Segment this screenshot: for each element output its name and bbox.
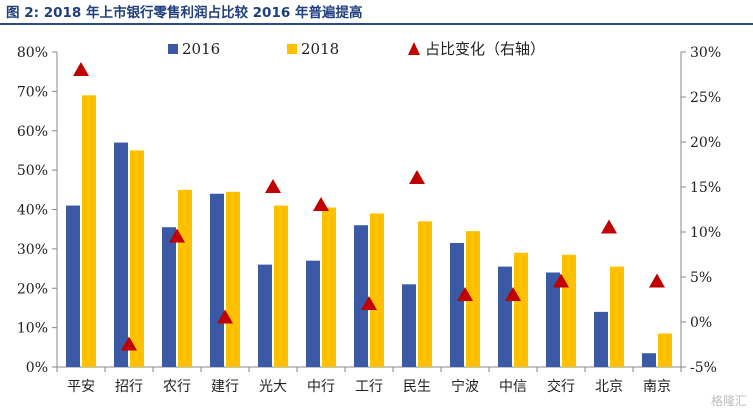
- bar-2016: [66, 205, 80, 367]
- change-marker: [457, 287, 473, 301]
- category-label: 交行: [547, 378, 575, 395]
- legend-swatch-2016: [168, 44, 178, 54]
- y-left-tick-label: 10%: [17, 321, 48, 337]
- bar-2016: [546, 272, 560, 367]
- bar-2016: [114, 142, 128, 367]
- change-marker: [361, 296, 377, 310]
- watermark: 格隆汇: [710, 394, 747, 408]
- bar-2016: [354, 225, 368, 367]
- legend-swatch-2018: [287, 44, 297, 54]
- change-marker: [649, 273, 665, 288]
- y-left-tick-label: 30%: [17, 242, 48, 258]
- bar-2018: [418, 221, 432, 367]
- bar-2018: [178, 189, 192, 367]
- change-marker: [169, 228, 185, 243]
- change-marker: [553, 273, 569, 288]
- legend-label-2016: 2016: [182, 40, 220, 58]
- y-right-tick-label: -5%: [690, 360, 717, 376]
- category-label: 中行: [307, 379, 335, 395]
- change-marker: [601, 219, 617, 234]
- change-marker: [217, 309, 233, 324]
- change-marker: [265, 179, 281, 193]
- bar-2016: [402, 284, 416, 367]
- bar-2018: [466, 231, 480, 367]
- bar-2016: [162, 227, 176, 367]
- category-label: 宁波: [451, 378, 479, 395]
- category-label: 中信: [499, 379, 527, 395]
- y-right-tick-label: 25%: [690, 90, 721, 106]
- bar-2016: [594, 311, 608, 367]
- y-right-tick-label: 5%: [690, 270, 712, 286]
- category-label: 招行: [115, 379, 143, 395]
- bar-2016: [642, 353, 656, 367]
- bar-2016: [498, 266, 512, 367]
- y-right-tick-label: 0%: [690, 315, 712, 331]
- legend-label-2018: 2018: [301, 40, 339, 58]
- bar-2016: [450, 242, 464, 367]
- y-right-tick-label: 10%: [690, 225, 721, 241]
- bar-2016: [210, 193, 224, 367]
- bar-2018: [322, 207, 336, 367]
- chart-title: 图 2: 2018 年上市银行零售利润占比较 2016 年普遍提高: [6, 5, 363, 21]
- y-left-tick-label: 20%: [17, 281, 48, 297]
- y-right-tick-label: 30%: [690, 45, 721, 61]
- category-label: 民生: [403, 379, 431, 395]
- bar-2018: [130, 150, 144, 367]
- category-label: 北京: [595, 379, 623, 395]
- category-label: 工行: [355, 379, 383, 395]
- category-label: 南京: [643, 379, 671, 395]
- y-left-tick-label: 50%: [17, 163, 48, 179]
- legend-label-change: 占比变化（右轴）: [425, 40, 545, 58]
- bar-2018: [658, 333, 672, 367]
- bar-2018: [226, 191, 240, 367]
- change-marker: [73, 62, 89, 76]
- category-label: 平安: [67, 379, 95, 395]
- bar-2018: [514, 252, 528, 367]
- legend-marker-change: [408, 42, 420, 55]
- y-right-tick-label: 20%: [690, 135, 721, 151]
- bar-2018: [274, 205, 288, 367]
- bar-2016: [258, 264, 272, 367]
- bar-2018: [82, 95, 96, 367]
- y-left-tick-label: 0%: [26, 360, 48, 376]
- y-right-tick-label: 15%: [690, 180, 721, 196]
- category-label: 建行: [211, 379, 239, 395]
- y-left-tick-label: 70%: [17, 84, 48, 100]
- y-left-tick-label: 80%: [17, 45, 48, 61]
- title-divider: [0, 23, 753, 25]
- change-marker: [505, 287, 521, 301]
- bar-2018: [370, 213, 384, 367]
- bar-2016: [306, 260, 320, 367]
- y-left-tick-label: 60%: [17, 124, 48, 140]
- y-left-tick-label: 40%: [17, 203, 48, 219]
- bar-2018: [610, 266, 624, 367]
- bar-2018: [562, 254, 576, 367]
- change-marker: [313, 197, 329, 211]
- change-marker: [409, 170, 425, 184]
- category-label: 光大: [259, 379, 287, 395]
- change-marker: [121, 336, 137, 351]
- category-label: 农行: [163, 379, 191, 395]
